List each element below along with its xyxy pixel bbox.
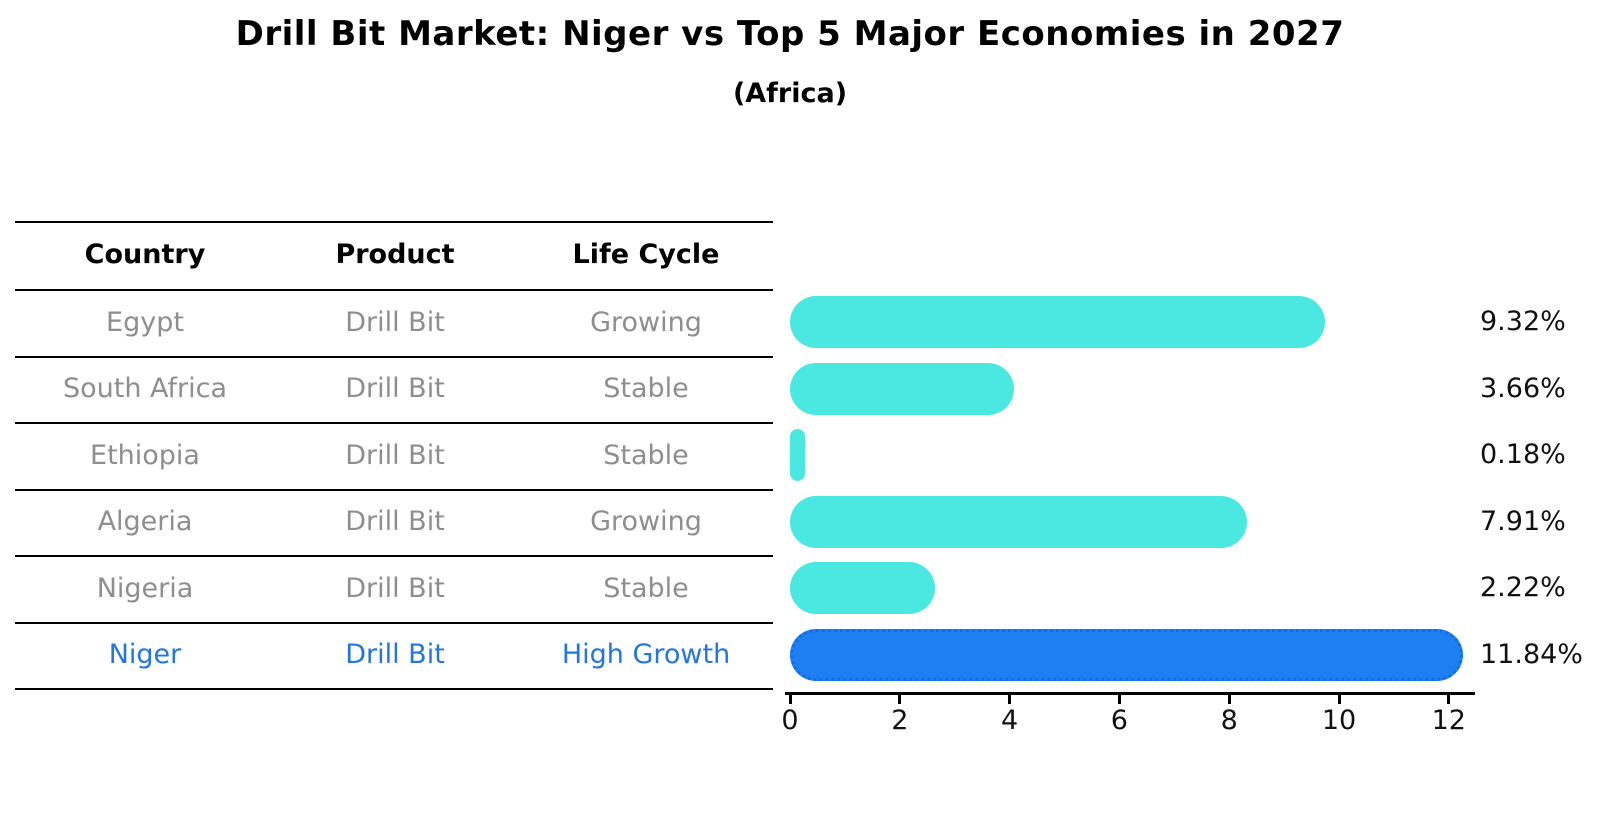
x-tick-label-4: 4	[1001, 705, 1019, 736]
bar-nigeria	[790, 562, 935, 615]
table-bottom-rule	[15, 688, 773, 690]
product-cell: Drill Bit	[345, 306, 445, 338]
x-tick-label-0: 0	[781, 705, 799, 736]
x-tick-label-8: 8	[1220, 705, 1238, 736]
x-tick-label-10: 10	[1321, 705, 1357, 736]
bar-south-africa	[790, 362, 1014, 415]
life-cycle-cell: High Growth	[561, 639, 731, 671]
life-cycle-cell: Stable	[603, 373, 689, 405]
table-top-rule	[15, 221, 773, 223]
country-cell: Ethiopia	[90, 439, 200, 471]
x-tick-mark-12	[1447, 695, 1451, 704]
table-row-rule	[15, 555, 773, 557]
bar-niger	[790, 628, 1464, 681]
value-label-egypt: 9.32%	[1480, 306, 1566, 338]
country-cell: South Africa	[62, 373, 228, 405]
product-cell: Drill Bit	[345, 572, 445, 604]
life-cycle-cell: Stable	[603, 572, 689, 604]
x-tick-mark-6	[1117, 695, 1121, 704]
table-row-rule	[15, 621, 773, 624]
x-tick-mark-0	[788, 695, 792, 704]
value-label-south-africa: 3.66%	[1480, 372, 1566, 404]
country-cell: Nigeria	[96, 572, 194, 604]
bar-ethiopia	[790, 429, 805, 482]
life-cycle-cell: Stable	[603, 439, 689, 471]
column-header-product: Product	[335, 238, 455, 270]
chart-subtitle: (Africa)	[732, 78, 848, 109]
column-header-country: Country	[84, 238, 206, 270]
column-header-life-cycle: Life Cycle	[572, 238, 720, 270]
bar-algeria	[790, 495, 1248, 548]
x-tick-mark-2	[898, 695, 902, 704]
country-cell: Niger	[108, 639, 182, 671]
product-cell: Drill Bit	[345, 639, 445, 671]
x-tick-mark-10	[1337, 695, 1341, 704]
table-row-rule	[15, 488, 773, 491]
x-tick-label-2: 2	[891, 705, 909, 736]
life-cycle-cell: Growing	[590, 306, 702, 338]
bar-egypt	[790, 296, 1325, 349]
value-label-ethiopia: 0.18%	[1480, 439, 1566, 471]
x-tick-mark-4	[1008, 695, 1012, 704]
x-tick-mark-8	[1227, 695, 1231, 704]
product-cell: Drill Bit	[345, 439, 445, 471]
chart-title: Drill Bit Market: Niger vs Top 5 Major E…	[235, 14, 1345, 54]
country-cell: Egypt	[106, 306, 184, 338]
value-label-nigeria: 2.22%	[1480, 572, 1566, 604]
product-cell: Drill Bit	[345, 373, 445, 405]
x-tick-label-12: 12	[1431, 705, 1466, 736]
x-axis-line	[785, 692, 1475, 695]
x-tick-label-6: 6	[1110, 705, 1128, 736]
life-cycle-cell: Growing	[590, 506, 702, 538]
table-header-rule	[15, 289, 773, 291]
table-row-rule	[15, 355, 773, 358]
product-cell: Drill Bit	[345, 506, 445, 538]
value-label-niger: 11.84%	[1480, 638, 1583, 670]
country-cell: Algeria	[97, 506, 193, 538]
table-row-rule	[15, 422, 773, 424]
value-label-algeria: 7.91%	[1480, 505, 1566, 537]
